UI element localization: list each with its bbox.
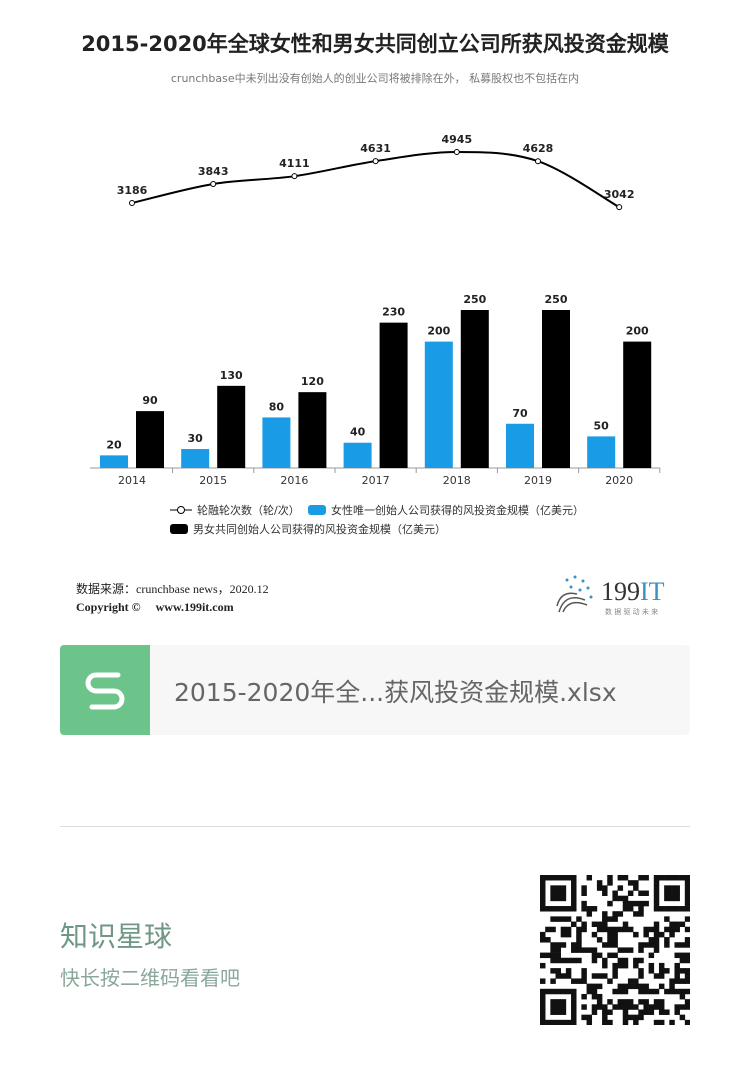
199it-logo: 199IT 数 据 驱 动 未 来 [555,572,685,618]
line-point [616,204,623,211]
bar [298,392,327,468]
bar-label: 200 [626,325,649,338]
bar-label: 70 [512,407,528,420]
bar-label: 30 [188,432,204,445]
bar [587,436,616,468]
legend-mixed: 男女共同创始人公司获得的风投资金规模（亿美元） [170,521,446,537]
bar [343,442,372,468]
line-label: 4111 [279,157,310,170]
qr-code[interactable] [540,875,690,1025]
line-label: 4631 [360,142,391,155]
footer-hint: 快长按二维码看看吧 [60,966,240,990]
line-point [210,180,217,187]
bar-label: 90 [142,394,158,407]
bar-label: 80 [269,400,285,413]
chart-title: 2015-2020年全球女性和男女共同创立公司所获风投资金规模 [81,32,669,56]
line-point [535,158,541,165]
bar-label: 120 [301,375,324,388]
footer-title: 知识星球 [60,920,173,953]
bar [623,341,652,468]
spreadsheet-s-icon [60,645,150,735]
bar-label: 50 [594,419,610,432]
x-tick-label: 2017 [362,474,390,487]
bar [262,417,291,468]
bar-label: 40 [350,426,366,439]
line-point [129,200,135,207]
legend-label: 女性唯一创始人公司获得的风投资金规模（亿美元） [331,504,584,517]
x-tick-label: 2019 [524,474,552,487]
bar-label: 130 [220,369,243,382]
x-tick-label: 2015 [199,474,227,487]
bar-label: 230 [382,306,405,319]
chart-subtitle: crunchbase中未列出没有创始人的创业公司将被排除在外， 私募股权也不包括… [170,72,580,85]
line-label: 4945 [441,133,472,146]
line-label: 3843 [198,165,229,178]
file-attachment-card[interactable]: 2015-2020年全...获风投资金规模.xlsx [60,645,690,735]
line-point [291,173,298,180]
svg-text:199IT: 199IT [601,577,665,606]
x-tick-label: 2018 [443,474,471,487]
legend-label: 轮融轮次数（轮/次） [197,504,300,517]
bar [460,310,489,468]
legend-swatch [308,505,326,515]
x-tick-label: 2014 [118,474,146,487]
bar [100,455,128,468]
bar [542,310,570,468]
legend-swatch [170,524,188,534]
x-tick-label: 2020 [605,474,633,487]
line-marker-icon [170,506,192,514]
bar [506,423,534,468]
file-name: 2015-2020年全...获风投资金规模.xlsx [174,678,617,707]
bar [379,322,408,468]
line-point [372,158,379,165]
bar-label: 250 [463,293,486,306]
svg-text:数 据 驱 动 未 来: 数 据 驱 动 未 来 [605,607,658,616]
divider [60,826,690,827]
bar [181,449,210,468]
bar-label: 250 [545,293,568,306]
bar [136,411,164,468]
legend-line: 轮融轮次数（轮/次） [170,502,300,518]
bar [424,341,453,468]
line-label: 3042 [604,188,635,201]
legend-female: 女性唯一创始人公司获得的风投资金规模（亿美元） [308,502,584,518]
bar [217,385,246,468]
x-tick-label: 2016 [280,474,308,487]
copyright: Copyright © www.199it.com [76,600,234,614]
legend-label: 男女共同创始人公司获得的风投资金规模（亿美元） [193,523,446,536]
bar-label: 200 [427,325,450,338]
line-label: 4628 [523,142,554,155]
line-point [453,149,460,155]
line-label: 3186 [117,184,148,197]
bar-label: 20 [106,438,122,451]
data-source: 数据来源：crunchbase news，2020.12 [76,582,269,596]
